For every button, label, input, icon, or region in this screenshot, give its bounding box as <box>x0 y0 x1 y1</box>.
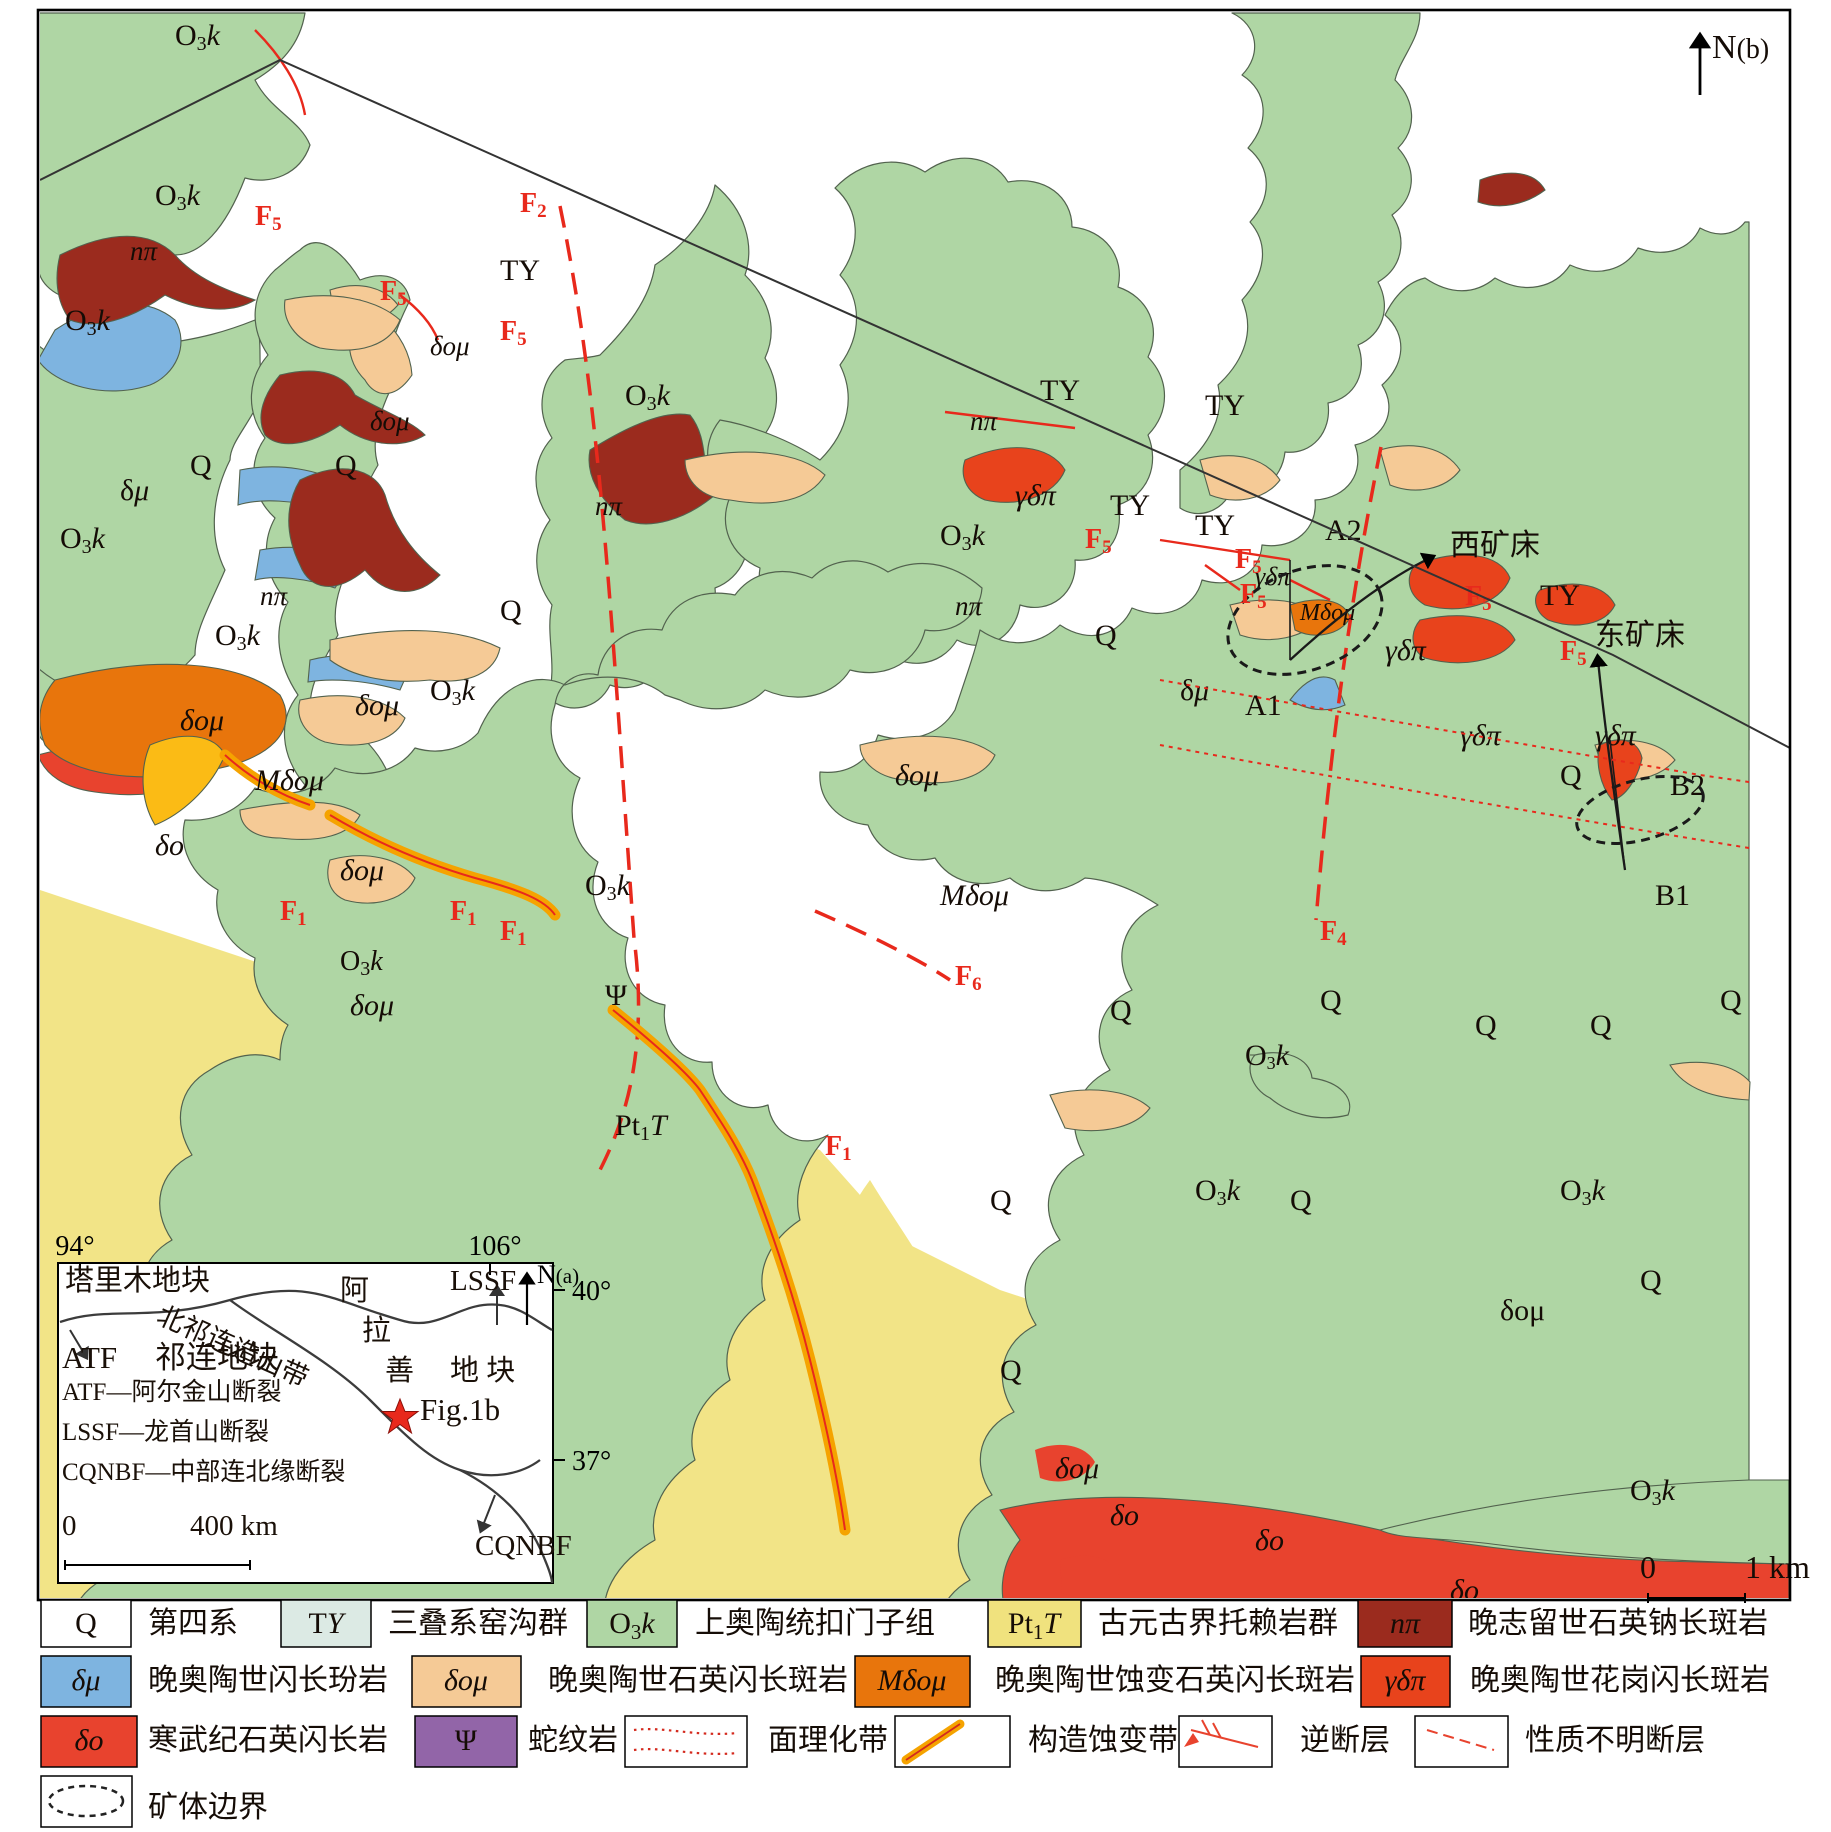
svg-text:Q: Q <box>1290 1184 1312 1217</box>
svg-text:古元古界托赖岩群: 古元古界托赖岩群 <box>1098 1607 1338 1640</box>
svg-text:400 km: 400 km <box>190 1510 278 1542</box>
svg-text:晚奥陶世花岗闪长斑岩: 晚奥陶世花岗闪长斑岩 <box>1470 1664 1770 1697</box>
svg-text:ATF: ATF <box>62 1340 117 1375</box>
svg-text:Mδoμ: Mδoμ <box>254 764 324 797</box>
svg-text:δμ: δμ <box>71 1664 100 1697</box>
svg-text:δoμ: δoμ <box>340 854 384 887</box>
svg-text:寒武纪石英闪长岩: 寒武纪石英闪长岩 <box>148 1724 388 1757</box>
svg-text:δoμ: δoμ <box>355 689 399 722</box>
svg-text:Q: Q <box>1560 759 1582 792</box>
svg-text:Fig.1b: Fig.1b <box>420 1392 500 1427</box>
svg-text:LSSF—龙首山断裂: LSSF—龙首山断裂 <box>62 1418 269 1446</box>
svg-text:面理化带: 面理化带 <box>768 1724 888 1757</box>
svg-text:Q: Q <box>1590 1009 1612 1042</box>
svg-text:构造蚀变带: 构造蚀变带 <box>1028 1724 1178 1757</box>
svg-text:晚奥陶世闪长玢岩: 晚奥陶世闪长玢岩 <box>148 1664 388 1697</box>
svg-text:Q: Q <box>1475 1009 1497 1042</box>
svg-text:δoμ: δoμ <box>370 406 410 436</box>
svg-text:106°: 106° <box>468 1231 521 1262</box>
svg-text:δoμ: δoμ <box>1055 1452 1099 1485</box>
svg-text:Q: Q <box>335 449 357 482</box>
svg-text:TΥ: TΥ <box>1195 509 1235 542</box>
svg-text:ATF—阿尔金山断裂: ATF—阿尔金山断裂 <box>62 1378 281 1406</box>
svg-text:γδπ: γδπ <box>1385 634 1427 667</box>
svg-text:Q: Q <box>1110 994 1132 1027</box>
svg-text:蛇纹岩: 蛇纹岩 <box>528 1724 618 1757</box>
svg-text:西矿床: 西矿床 <box>1450 529 1540 562</box>
svg-text:N(a): N(a) <box>537 1260 579 1289</box>
svg-text:TΥ: TΥ <box>500 254 540 287</box>
svg-text:上奥陶统扣门子组: 上奥陶统扣门子组 <box>695 1607 935 1640</box>
svg-text:东矿床: 东矿床 <box>1595 619 1685 652</box>
svg-text:δo: δo <box>1110 1499 1139 1532</box>
svg-text:Mδoμ: Mδoμ <box>877 1664 947 1697</box>
svg-text:nπ: nπ <box>595 491 624 521</box>
svg-text:TΥ: TΥ <box>1540 579 1580 612</box>
svg-text:B1: B1 <box>1655 879 1690 912</box>
svg-text:Q: Q <box>1720 984 1742 1017</box>
svg-text:0: 0 <box>1640 1549 1656 1585</box>
svg-text:善: 善 <box>385 1354 414 1387</box>
svg-text:Q: Q <box>1320 984 1342 1017</box>
svg-text:nπ: nπ <box>970 406 999 436</box>
svg-text:δoμ: δoμ <box>895 759 939 792</box>
svg-text:nπ: nπ <box>130 236 159 266</box>
svg-text:nπ: nπ <box>1390 1607 1421 1640</box>
svg-text:祁连地块: 祁连地块 <box>155 1340 279 1375</box>
svg-text:γδπ: γδπ <box>1015 479 1057 512</box>
svg-text:CQNBF—中部连北缘断裂: CQNBF—中部连北缘断裂 <box>62 1458 345 1486</box>
svg-text:δμ: δμ <box>120 474 149 507</box>
svg-text:Q: Q <box>1000 1354 1022 1387</box>
svg-text:第四系: 第四系 <box>148 1607 238 1640</box>
svg-text:Q: Q <box>75 1607 97 1640</box>
svg-text:三叠系窑沟群: 三叠系窑沟群 <box>388 1607 568 1640</box>
svg-text:Q: Q <box>190 449 212 482</box>
svg-text:Ψ: Ψ <box>605 979 628 1012</box>
svg-text:TΥ: TΥ <box>1205 389 1245 422</box>
svg-text:晚志留世石英钠长斑岩: 晚志留世石英钠长斑岩 <box>1468 1607 1768 1640</box>
svg-text:晚奥陶世蚀变石英闪长斑岩: 晚奥陶世蚀变石英闪长斑岩 <box>995 1664 1355 1697</box>
svg-text:TΥ: TΥ <box>1110 489 1150 522</box>
svg-text:晚奥陶世石英闪长斑岩: 晚奥陶世石英闪长斑岩 <box>548 1664 848 1697</box>
svg-text:δoμ: δoμ <box>180 704 224 737</box>
svg-text:94°: 94° <box>55 1231 94 1262</box>
svg-text:δoμ: δoμ <box>350 989 394 1022</box>
svg-text:nπ: nπ <box>260 581 289 611</box>
svg-text:TΥ: TΥ <box>308 1607 346 1640</box>
svg-text:CQNBF: CQNBF <box>475 1530 572 1562</box>
svg-text:δoμ: δoμ <box>1500 1294 1545 1327</box>
svg-text:塔里木地块: 塔里木地块 <box>65 1264 210 1297</box>
svg-text:A1: A1 <box>1245 689 1282 722</box>
svg-text:δo: δo <box>155 829 184 862</box>
svg-text:逆断层: 逆断层 <box>1300 1724 1390 1757</box>
svg-text:Q: Q <box>1640 1264 1662 1297</box>
svg-text:Mδoμ: Mδoμ <box>939 879 1009 912</box>
svg-text:δμ: δμ <box>1180 674 1209 707</box>
svg-text:δo: δo <box>1255 1524 1284 1557</box>
svg-text:Q: Q <box>1095 619 1117 652</box>
svg-text:δoμ: δoμ <box>444 1664 488 1697</box>
svg-text:地 块: 地 块 <box>450 1354 515 1387</box>
svg-text:1 km: 1 km <box>1745 1549 1810 1585</box>
svg-text:Q: Q <box>990 1184 1012 1217</box>
svg-text:nπ: nπ <box>955 591 984 621</box>
svg-text:拉: 拉 <box>362 1314 391 1347</box>
svg-text:N(b): N(b) <box>1712 29 1769 66</box>
svg-text:γδπ: γδπ <box>1460 719 1502 752</box>
svg-text:γδπ: γδπ <box>1385 1664 1427 1697</box>
svg-text:矿体边界: 矿体边界 <box>148 1791 268 1824</box>
svg-text:性质不明断层: 性质不明断层 <box>1525 1724 1705 1757</box>
svg-text:Ψ: Ψ <box>455 1724 478 1757</box>
svg-text:37°: 37° <box>572 1446 611 1477</box>
svg-text:0: 0 <box>62 1510 77 1542</box>
svg-text:LSSF: LSSF <box>450 1265 516 1297</box>
svg-text:A2: A2 <box>1325 514 1362 547</box>
svg-text:γδπ: γδπ <box>1595 719 1637 752</box>
svg-text:阿: 阿 <box>340 1275 369 1307</box>
svg-text:Q: Q <box>500 594 522 627</box>
svg-text:δoμ: δoμ <box>430 331 470 361</box>
svg-text:δo: δo <box>75 1724 104 1757</box>
